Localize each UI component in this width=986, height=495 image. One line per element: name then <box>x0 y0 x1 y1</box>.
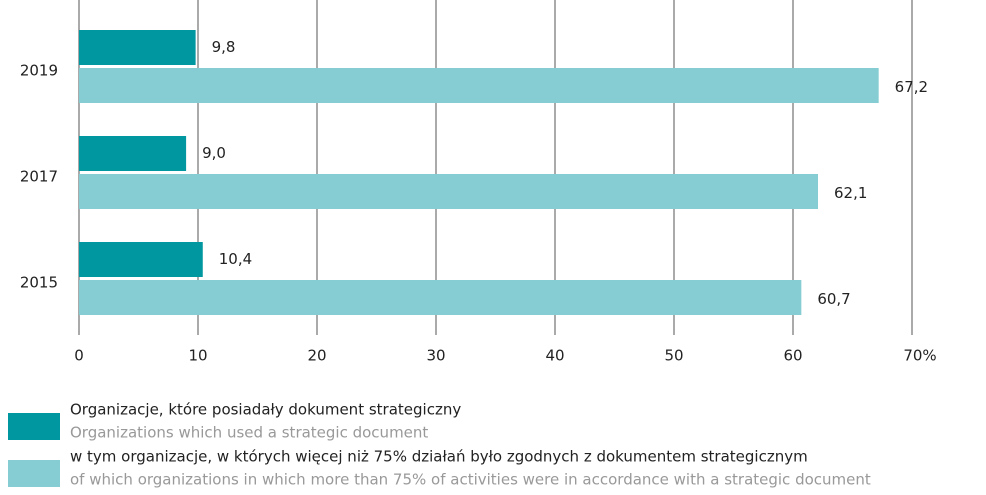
value-label: 9,8 <box>212 38 236 56</box>
x-tick-label: 70% <box>903 347 936 365</box>
bar <box>79 136 187 171</box>
y-tick-label: 2015 <box>20 274 58 292</box>
bar <box>79 280 802 315</box>
bar <box>79 68 879 103</box>
value-label: 9,0 <box>202 144 226 162</box>
legend-description: Organizations which used a strategic doc… <box>70 424 428 442</box>
legend-swatch <box>8 413 60 440</box>
x-tick-label: 40 <box>545 347 564 365</box>
bar <box>79 242 203 277</box>
value-label: 10,4 <box>219 250 252 268</box>
x-tick-label: 50 <box>664 347 683 365</box>
legend-swatch <box>8 460 60 487</box>
legend-description: of which organizations in which more tha… <box>70 471 871 489</box>
value-label: 62,1 <box>834 184 867 202</box>
x-tick-label: 30 <box>426 347 445 365</box>
x-tick-label: 0 <box>74 347 84 365</box>
value-label: 60,7 <box>817 290 850 308</box>
value-label: 67,2 <box>895 78 928 96</box>
y-tick-label: 2019 <box>20 62 58 80</box>
y-tick-label: 2017 <box>20 168 58 186</box>
bar <box>79 30 196 65</box>
x-tick-label: 10 <box>188 347 207 365</box>
x-tick-label: 60 <box>783 347 802 365</box>
legend-label: w tym organizacje, w których więcej niż … <box>70 448 808 466</box>
bar <box>79 174 818 209</box>
legend-label: Organizacje, które posiadały dokument st… <box>70 401 461 419</box>
x-tick-label: 20 <box>307 347 326 365</box>
